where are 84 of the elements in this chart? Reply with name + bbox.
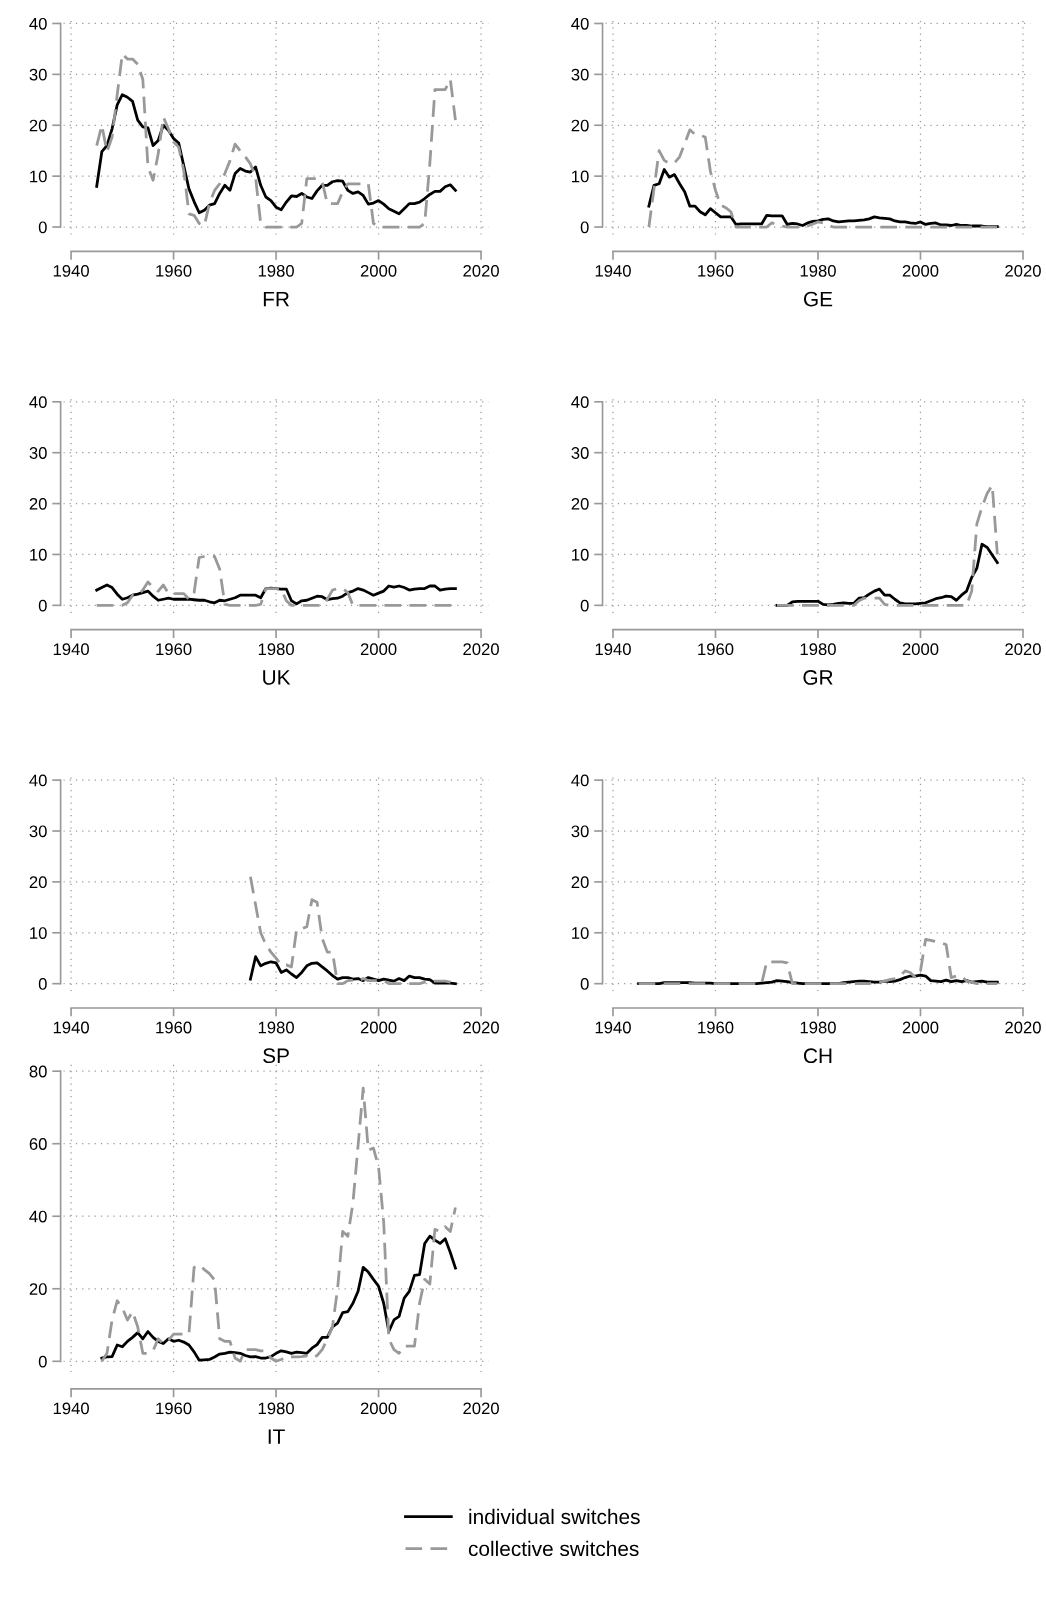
y-tick-label: 40: [29, 17, 47, 30]
y-tick-label: 20: [571, 119, 589, 132]
y-tick-label: 0: [38, 221, 47, 234]
x-tick-label: 2000: [902, 1021, 939, 1034]
x-axis-title: GR: [803, 670, 833, 685]
y-tick-label: 0: [580, 978, 589, 990]
x-tick-label: 1960: [698, 643, 734, 656]
y-tick-label: 30: [29, 447, 47, 459]
y-tick-label: 20: [29, 876, 47, 889]
x-axis-title: UK: [263, 670, 291, 685]
y-tick-label: 40: [29, 1210, 47, 1223]
y-tick-label: 30: [571, 68, 589, 81]
y-tick-label: 20: [29, 497, 47, 510]
x-tick-label: 2020: [463, 264, 499, 277]
x-tick-label: 1980: [800, 1021, 836, 1034]
x-tick-label: 1940: [53, 1021, 89, 1034]
line-series: [647, 168, 999, 228]
x-tick-label: 2000: [902, 264, 939, 277]
x-axis-title: SP: [263, 1048, 289, 1064]
y-tick-label: 20: [29, 119, 47, 132]
line-series: [95, 93, 457, 216]
y-tick-label: 30: [29, 825, 47, 838]
y-tick-label: 10: [572, 927, 589, 939]
x-tick-label: 1960: [156, 1402, 192, 1415]
x-tick-label: 1960: [698, 1021, 734, 1034]
x-axis-title: GE: [803, 291, 833, 307]
y-tick-label: 80: [29, 1065, 47, 1078]
x-tick-label: 1980: [800, 264, 836, 277]
y-tick-label: 30: [29, 68, 47, 81]
x-axis-title: FR: [263, 291, 289, 307]
line-series: [100, 1234, 457, 1362]
x-tick-label: 2020: [1005, 264, 1041, 277]
y-tick-label: 0: [38, 599, 47, 612]
x-tick-label: 1980: [258, 1402, 294, 1415]
y-tick-label: 0: [580, 599, 589, 612]
y-tick-label: 20: [571, 876, 589, 889]
y-tick-label: 20: [29, 1283, 47, 1295]
y-tick-label: 10: [572, 548, 589, 561]
y-tick-label: 30: [571, 447, 589, 459]
x-tick-label: 2020: [1005, 643, 1041, 656]
x-tick-label: 1960: [698, 264, 734, 277]
x-tick-label: 2000: [360, 1402, 397, 1415]
y-tick-label: 30: [571, 825, 589, 838]
y-tick-label: 40: [571, 396, 589, 408]
x-tick-label: 2000: [360, 643, 397, 656]
y-tick-label: 40: [29, 396, 47, 408]
y-tick-label: 10: [30, 927, 47, 939]
x-tick-label: 2020: [463, 1021, 499, 1034]
y-tick-label: 10: [30, 170, 47, 183]
x-tick-label: 1980: [258, 1021, 294, 1034]
x-tick-label: 2000: [902, 643, 939, 656]
x-tick-label: 1940: [53, 264, 89, 277]
x-tick-label: 2000: [360, 264, 397, 277]
y-tick-label: 0: [38, 978, 47, 990]
x-tick-label: 2020: [1005, 1021, 1041, 1034]
y-tick-label: 40: [29, 774, 47, 787]
y-tick-label: 0: [580, 221, 589, 234]
x-tick-label: 1940: [595, 1021, 631, 1034]
x-tick-label: 1940: [53, 643, 89, 656]
x-tick-label: 1940: [53, 1402, 89, 1415]
x-tick-label: 1980: [258, 643, 294, 656]
y-tick-label: 20: [571, 497, 589, 510]
y-tick-label: 10: [30, 548, 47, 561]
legend-label: collective switches: [468, 1540, 639, 1557]
x-axis-title: CH: [804, 1048, 832, 1064]
x-tick-label: 2020: [463, 1402, 499, 1415]
x-tick-label: 1980: [800, 643, 836, 656]
y-tick-label: 40: [571, 774, 589, 787]
y-tick-label: 0: [38, 1355, 47, 1368]
x-tick-label: 2020: [463, 643, 499, 656]
x-axis-title: IT: [268, 1429, 285, 1444]
x-tick-label: 1960: [156, 1021, 192, 1034]
x-tick-label: 1980: [258, 264, 294, 277]
x-tick-label: 2000: [360, 1021, 397, 1034]
y-tick-label: 60: [29, 1138, 47, 1150]
x-tick-label: 1960: [156, 643, 192, 656]
line-series: [95, 583, 457, 606]
x-tick-label: 1940: [595, 643, 631, 656]
x-tick-label: 1960: [156, 264, 192, 277]
legend-label: individual switches: [469, 1508, 640, 1525]
x-tick-label: 1940: [595, 264, 631, 277]
line-series: [249, 955, 457, 986]
y-tick-label: 40: [571, 17, 589, 30]
y-tick-label: 10: [572, 170, 589, 183]
